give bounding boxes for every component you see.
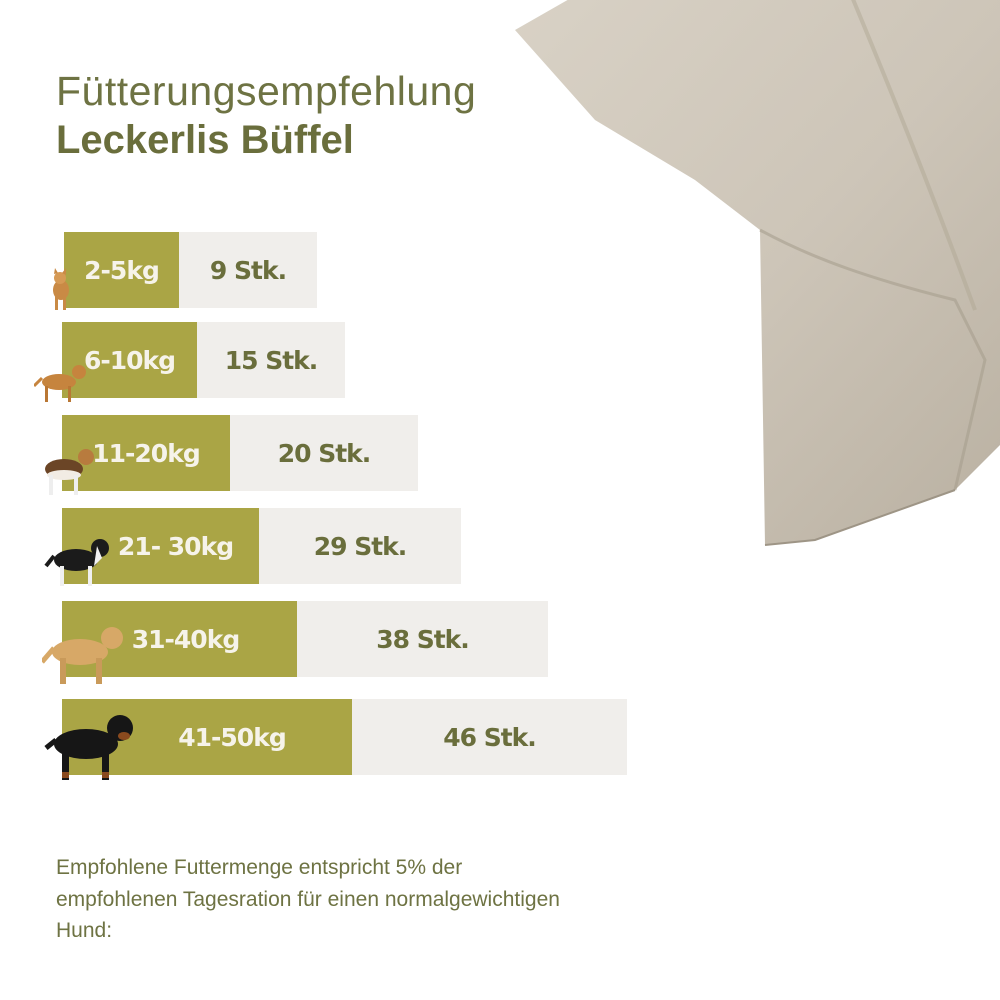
amount-bar: 46 Stk. — [352, 699, 627, 775]
amount-bar: 29 Stk. — [259, 508, 461, 584]
linen-cloth-image — [515, 0, 1000, 546]
feeding-row: 2-5kg 9 Stk. — [64, 232, 317, 308]
weight-bar: 6-10kg — [62, 322, 197, 398]
beagle-icon — [45, 449, 94, 495]
amount-bar: 20 Stk. — [230, 415, 418, 491]
feeding-row: 21- 30kg 29 Stk. — [62, 508, 461, 584]
feeding-row: 11-20kg 20 Stk. — [62, 415, 418, 491]
chihuahua-icon — [53, 268, 69, 310]
amount-bar: 15 Stk. — [197, 322, 345, 398]
amount-bar: 38 Stk. — [297, 601, 548, 677]
small-dog-icon — [34, 365, 86, 402]
feeding-note: Empfohlene Futtermenge entspricht 5% der… — [56, 856, 560, 942]
weight-bar: 2-5kg — [64, 232, 179, 308]
feeding-row: 31-40kg 38 Stk. — [62, 601, 548, 677]
title-line-2: Leckerlis Büffel — [56, 118, 354, 162]
feeding-row: 6-10kg 15 Stk. — [62, 322, 345, 398]
feeding-row: 41-50kg 46 Stk. — [62, 699, 627, 775]
title-line-1: Fütterungsempfehlung — [56, 68, 477, 114]
rottweiler-icon — [44, 715, 133, 780]
border-collie-icon — [44, 539, 109, 586]
amount-bar: 9 Stk. — [179, 232, 317, 308]
labrador-icon — [42, 627, 123, 684]
